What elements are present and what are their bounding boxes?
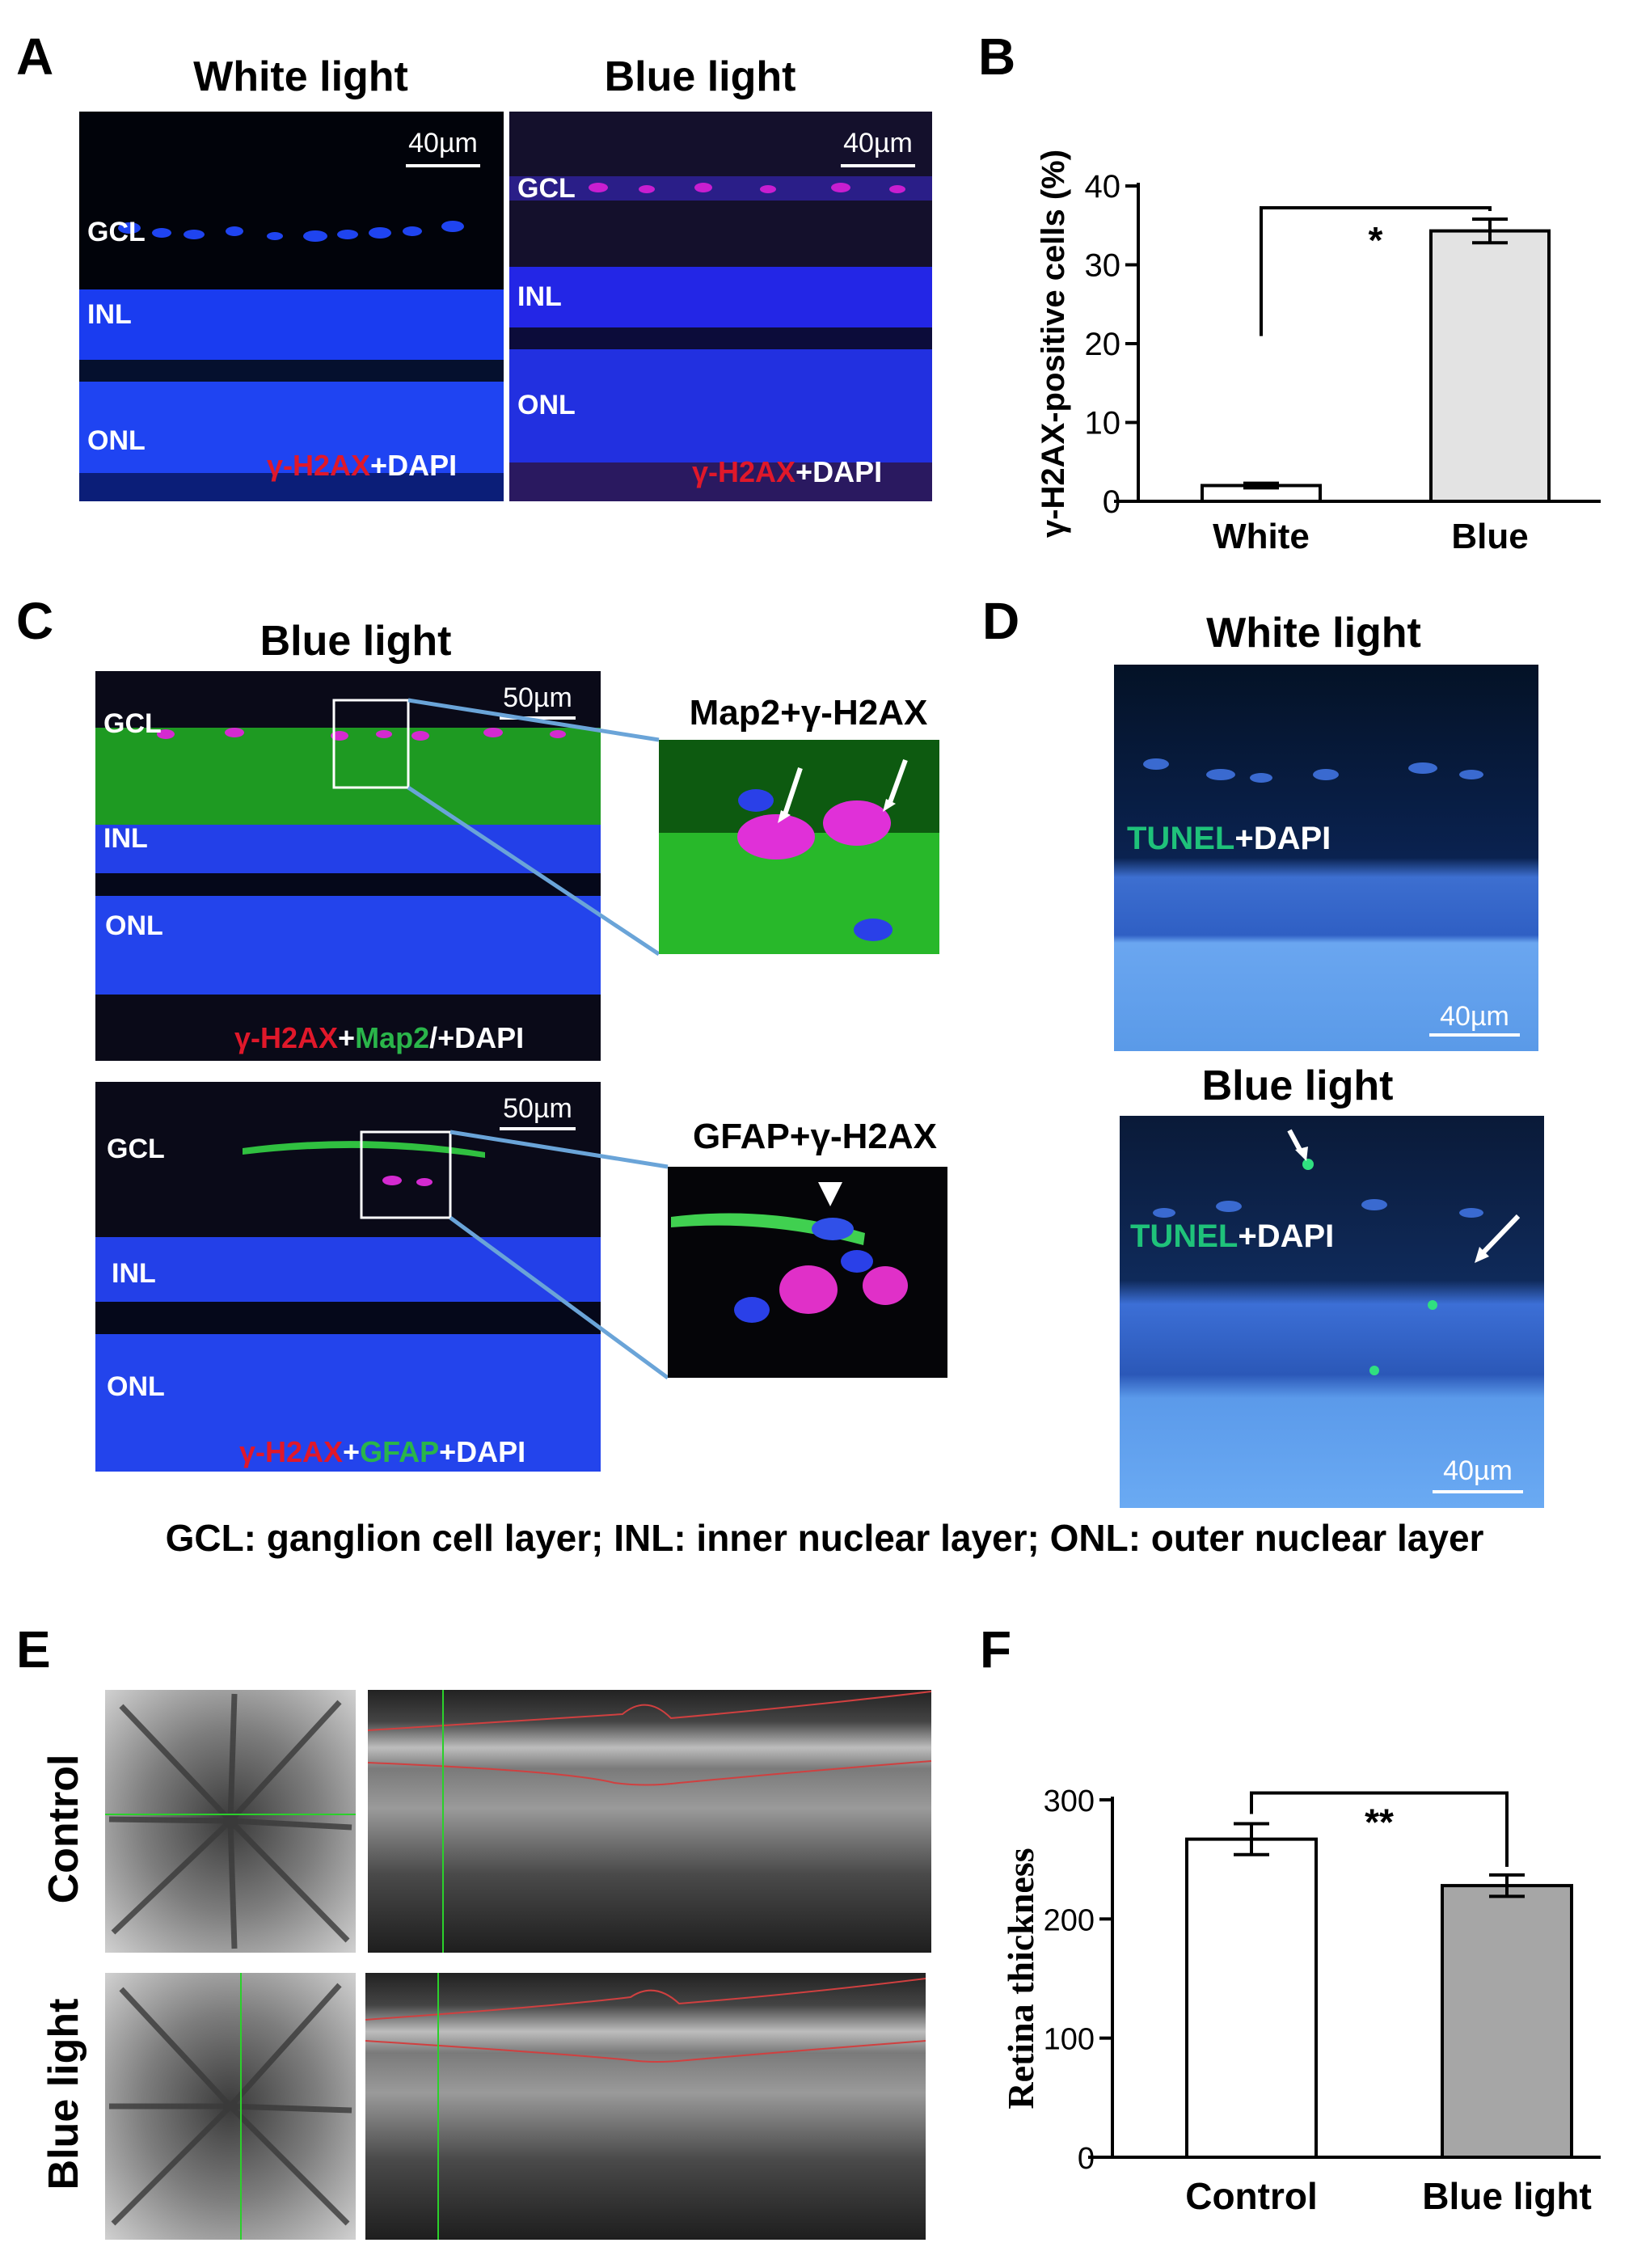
- stain-caption: TUNEL+DAPI: [1130, 1218, 1334, 1254]
- scale-bar-label: 40µm: [843, 128, 913, 158]
- panel-letter-c: C: [16, 592, 53, 650]
- micrograph-a-blue: 40µm GCL INL ONL γ-H2AX+DAPI: [509, 112, 932, 501]
- panel-letter-d: D: [982, 592, 1019, 650]
- layer-label-inl: INL: [103, 823, 148, 854]
- y-tick-label: 0: [1103, 484, 1120, 520]
- row-label-blue-light: Blue light: [40, 1999, 87, 2190]
- category-label: Blue: [1451, 517, 1528, 556]
- panel-a: A White light Blue light 40µm GCL INL ON…: [16, 27, 932, 501]
- panel-letter-a: A: [16, 27, 53, 86]
- layer-label-inl: INL: [517, 281, 562, 312]
- row-label-control: Control: [40, 1755, 87, 1904]
- y-tick-label: 100: [1044, 2023, 1095, 2057]
- layer-label-onl: ONL: [105, 910, 163, 941]
- y-tick-label: 200: [1044, 1903, 1095, 1937]
- stain-caption: γ-H2AX+GFAP+DAPI: [239, 1435, 525, 1468]
- scale-bar-label: 50µm: [503, 682, 572, 713]
- stain-caption: TUNEL+DAPI: [1127, 821, 1331, 856]
- panel-letter-f: F: [980, 1620, 1011, 1679]
- micrograph-c-top: 50µm GCL INL ONL γ-H2AX+Map2/+DAPI: [95, 671, 601, 1061]
- bar-blue: [1429, 229, 1551, 503]
- inset-title-map2: Map2+γ-H2AX: [690, 693, 928, 733]
- category-label: Blue light: [1422, 2175, 1592, 2217]
- inset-title-gfap: GFAP+γ-H2AX: [693, 1117, 937, 1156]
- y-tick-label: 10: [1085, 406, 1121, 441]
- stain-caption: γ-H2AX+Map2/+DAPI: [234, 1021, 524, 1054]
- panel-letter-b: B: [978, 27, 1015, 86]
- significance-marker: *: [1369, 219, 1383, 261]
- stain-caption: γ-H2AX+DAPI: [692, 455, 882, 488]
- scale-bar-label: 40µm: [1440, 1001, 1509, 1032]
- layer-label-inl: INL: [87, 299, 132, 330]
- y-tick-label: 20: [1085, 327, 1121, 362]
- fundus-image-control: [105, 1690, 356, 1953]
- category-label: Control: [1185, 2175, 1318, 2217]
- abbreviation-legend: GCL: ganglion cell layer; INL: inner nuc…: [166, 1517, 1484, 1559]
- panel-b: B 0 10 20 30 40 γ-H2AX-positive cells (%) Whit…: [978, 27, 1601, 556]
- panel-e: E Control Blue light: [16, 1620, 932, 2240]
- layer-label-onl: ONL: [87, 425, 146, 456]
- panel-a-title-white: White light: [193, 53, 408, 100]
- y-axis-label: γ-H2AX-positive cells (%): [1036, 150, 1071, 538]
- micrograph-c-bottom: 50µm GCL INL ONL γ-H2AX+GFAP+DAPI: [95, 1082, 601, 1472]
- panel-d: D White light 40µm TUNEL+DAPI Blue light: [982, 592, 1544, 1508]
- y-axis-label: Retina thickness: [1000, 1848, 1041, 2109]
- panel-d-title-white: White light: [1206, 610, 1421, 657]
- micrograph-a-white: 40µm GCL INL ONL γ-H2AX+DAPI: [79, 112, 504, 501]
- scale-bar-label: 40µm: [1443, 1455, 1513, 1486]
- bar-control: [1185, 1837, 1318, 2160]
- panel-a-title-blue: Blue light: [605, 53, 796, 100]
- layer-label-gcl: GCL: [517, 173, 576, 204]
- y-tick-label: 0: [1078, 2142, 1095, 2176]
- layer-label-gcl: GCL: [107, 1134, 165, 1164]
- layer-label-inl: INL: [112, 1258, 156, 1289]
- fundus-image-blue-light: [105, 1973, 356, 2240]
- oct-scan-control: [367, 1690, 932, 1953]
- layer-label-onl: ONL: [107, 1371, 165, 1402]
- panel-d-title-blue: Blue light: [1202, 1062, 1394, 1109]
- y-tick-label: 40: [1085, 169, 1121, 205]
- micrograph-d-white: 40µm TUNEL+DAPI: [1114, 665, 1538, 1051]
- inset-c-top: [659, 740, 939, 954]
- panel-c: C Blue light 50µm GCL INL ONL γ-H2AX+Map…: [16, 592, 947, 1472]
- scale-bar-label: 40µm: [408, 128, 478, 158]
- layer-label-gcl: GCL: [87, 217, 146, 247]
- category-label: White: [1213, 517, 1310, 556]
- significance-bracket: [1260, 205, 1492, 336]
- panel-c-title: Blue light: [260, 618, 452, 665]
- panel-letter-e: E: [16, 1620, 51, 1679]
- y-tick-label: 30: [1085, 248, 1121, 284]
- layer-label-gcl: GCL: [103, 708, 162, 739]
- stain-caption: γ-H2AX+DAPI: [267, 449, 457, 482]
- significance-marker: **: [1365, 1801, 1394, 1843]
- layer-label-onl: ONL: [517, 390, 576, 420]
- oct-scan-blue-light: [365, 1973, 926, 2240]
- micrograph-d-blue: 40µm TUNEL+DAPI: [1120, 1116, 1544, 1508]
- chart-b: 0 10 20 30 40 γ-H2AX-positive cells (%) White B…: [1036, 150, 1601, 556]
- y-tick-label: 300: [1044, 1784, 1095, 1818]
- bar-blue-light: [1441, 1884, 1573, 2160]
- inset-c-bottom: [668, 1167, 947, 1378]
- scale-bar-label: 50µm: [503, 1093, 572, 1124]
- significance-bracket: [1250, 1791, 1509, 1867]
